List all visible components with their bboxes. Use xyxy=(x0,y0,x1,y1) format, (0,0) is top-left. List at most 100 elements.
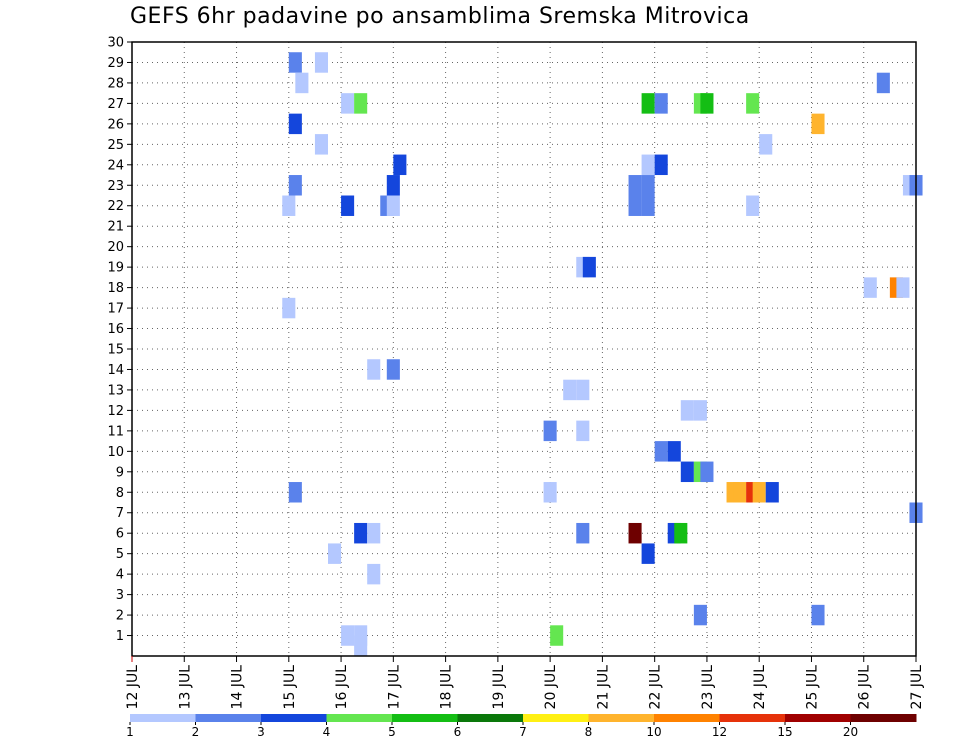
colorbar-swatch xyxy=(195,714,262,722)
precip-cell xyxy=(863,277,877,298)
precip-cell xyxy=(654,93,668,114)
y-tick-label: 11 xyxy=(107,424,124,439)
precip-cell xyxy=(641,195,655,216)
cell-layer xyxy=(282,52,923,656)
y-tick-label: 15 xyxy=(107,343,124,358)
x-tick-label: 13 JUL xyxy=(177,665,193,710)
precip-cell xyxy=(628,175,642,196)
colorbar-swatch xyxy=(785,714,851,722)
precip-cell xyxy=(752,482,766,503)
precip-cell xyxy=(746,93,760,114)
precip-cell xyxy=(354,93,368,114)
x-tick-label: 17 JUL xyxy=(386,665,402,710)
precip-cell xyxy=(288,52,302,73)
precip-cell xyxy=(746,195,760,216)
precip-cell xyxy=(354,635,368,656)
y-tick-label: 25 xyxy=(107,138,124,153)
precip-cell xyxy=(641,93,655,114)
y-tick-label: 16 xyxy=(107,322,124,337)
y-tick-label: 23 xyxy=(107,179,124,194)
x-tick-label: 21 JUL xyxy=(595,665,611,710)
precip-cell xyxy=(328,543,342,564)
precip-cell xyxy=(628,195,642,216)
colorbar-swatch xyxy=(261,714,327,722)
precip-cell xyxy=(811,604,825,626)
colorbar-label: 10 xyxy=(646,725,661,739)
colorbar-label: 2 xyxy=(192,725,200,739)
precip-cell xyxy=(693,400,707,421)
precip-cell xyxy=(641,154,655,176)
precip-cell xyxy=(582,256,596,278)
precip-cell xyxy=(654,154,668,176)
y-tick-label: 2 xyxy=(116,609,124,624)
precip-cell xyxy=(896,277,910,298)
precip-cell xyxy=(641,543,655,564)
colorbar-label: 12 xyxy=(712,725,727,739)
colorbar-label: 20 xyxy=(843,725,858,739)
y-tick-label: 8 xyxy=(116,486,124,501)
y-tick-label: 27 xyxy=(107,97,124,112)
y-tick-label: 5 xyxy=(116,547,124,562)
precip-cell xyxy=(341,195,355,216)
y-tick-label: 10 xyxy=(107,445,124,460)
colorbar-swatch xyxy=(326,714,393,722)
precip-cell xyxy=(811,113,825,135)
precip-cell xyxy=(295,72,309,94)
precip-cell xyxy=(700,461,714,483)
colorbar-swatch xyxy=(457,714,524,722)
colorbar-swatch xyxy=(392,714,458,722)
precip-cell xyxy=(386,195,400,216)
precip-cell xyxy=(654,441,668,462)
y-tick-label: 30 xyxy=(107,36,124,51)
precip-cell xyxy=(674,522,688,544)
precip-cell xyxy=(314,52,328,73)
colorbar-label: 3 xyxy=(257,725,265,739)
precip-cell xyxy=(282,195,296,216)
y-tick-label: 28 xyxy=(107,76,124,91)
y-tick-label: 1 xyxy=(116,629,124,644)
colorbar-label: 7 xyxy=(519,725,527,739)
precip-cell xyxy=(341,625,355,646)
grid-layer xyxy=(132,42,916,656)
colorbar-label: 1 xyxy=(126,725,134,739)
precip-cell xyxy=(288,482,302,503)
precip-cell xyxy=(667,441,681,462)
y-tick-label: 6 xyxy=(116,527,124,542)
y-tick-label: 29 xyxy=(107,56,124,71)
colorbar-swatch xyxy=(654,714,720,722)
precip-cell xyxy=(393,154,407,176)
precip-cell xyxy=(680,461,694,483)
x-tick-label: 24 JUL xyxy=(752,665,768,710)
colorbar-label: 5 xyxy=(388,725,396,739)
precip-cell xyxy=(288,113,302,135)
precip-cell xyxy=(576,522,590,544)
colorbar-label: 4 xyxy=(323,725,331,739)
y-tick-label: 4 xyxy=(116,568,124,583)
precip-cell xyxy=(386,359,400,380)
x-axis: 12 JUL 13 JUL 14 JUL 15 JUL 16 JUL 17 JUL 18 J… xyxy=(125,656,925,709)
precip-cell xyxy=(576,420,590,442)
precip-cell xyxy=(341,93,355,114)
precip-cell xyxy=(314,134,328,155)
y-tick-label: 9 xyxy=(116,465,124,480)
colorbar-swatch xyxy=(850,714,917,722)
precip-cell xyxy=(641,175,655,196)
precip-cell xyxy=(543,482,557,503)
y-tick-label: 26 xyxy=(107,117,124,132)
precip-cell xyxy=(282,297,296,319)
x-tick-label: 14 JUL xyxy=(230,665,246,710)
precip-cell xyxy=(765,482,779,503)
colorbar-label: 6 xyxy=(454,725,462,739)
y-tick-label: 20 xyxy=(107,240,124,255)
y-tick-label: 7 xyxy=(116,506,124,521)
precip-cell xyxy=(700,93,714,114)
y-tick-label: 18 xyxy=(107,281,124,296)
precip-cell xyxy=(680,400,694,421)
y-tick-label: 21 xyxy=(107,220,124,235)
x-tick-label: 16 JUL xyxy=(334,665,350,710)
y-tick-label: 24 xyxy=(107,158,124,173)
y-tick-label: 19 xyxy=(107,261,124,276)
y-tick-label: 22 xyxy=(107,199,124,214)
x-tick-label: 23 JUL xyxy=(700,665,716,710)
